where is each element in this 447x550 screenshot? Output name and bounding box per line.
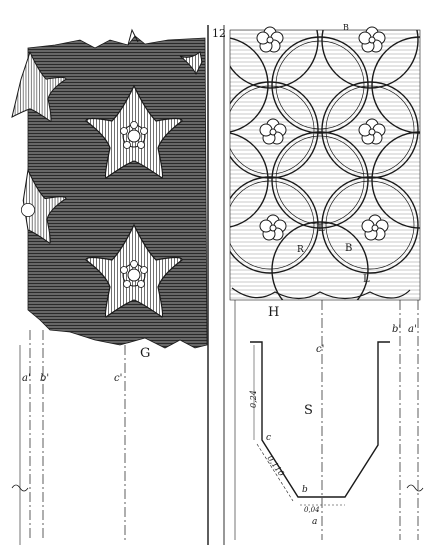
mark-B: B xyxy=(345,243,352,254)
label-S: S xyxy=(304,403,313,418)
left-panel-G: G a' b' c' xyxy=(11,28,208,545)
dim-0110: 0,110 xyxy=(265,454,286,478)
guide-a-right: a' xyxy=(408,324,417,335)
dim-004: 0,04 xyxy=(304,506,320,514)
mark-R: R xyxy=(297,245,304,255)
guide-c-left: c' xyxy=(114,373,122,384)
point-c: c xyxy=(266,433,271,443)
rosette-upper xyxy=(85,84,183,179)
label-G: G xyxy=(140,346,150,361)
mark-B-top: B xyxy=(343,23,349,32)
guide-a-left: a' xyxy=(22,373,31,384)
plate-number: 12 xyxy=(212,27,226,40)
rosette-left-top xyxy=(11,50,67,123)
rosette-top-right xyxy=(179,51,203,76)
point-a: a xyxy=(312,517,317,527)
rosette-left-mid xyxy=(20,168,67,244)
section-profile-S xyxy=(250,341,390,498)
guide-b-left: b' xyxy=(40,373,49,384)
mark-L2: L xyxy=(363,274,370,285)
mark-L1: L xyxy=(318,223,325,234)
point-b: b xyxy=(302,485,308,495)
guide-c-right: c' xyxy=(316,344,324,355)
label-H: H xyxy=(268,305,279,320)
flower-1 xyxy=(256,26,284,53)
dim-0024: 0,24 xyxy=(249,390,258,408)
right-panel-H: 12 xyxy=(212,23,424,540)
guide-b-right: b' xyxy=(392,324,401,335)
